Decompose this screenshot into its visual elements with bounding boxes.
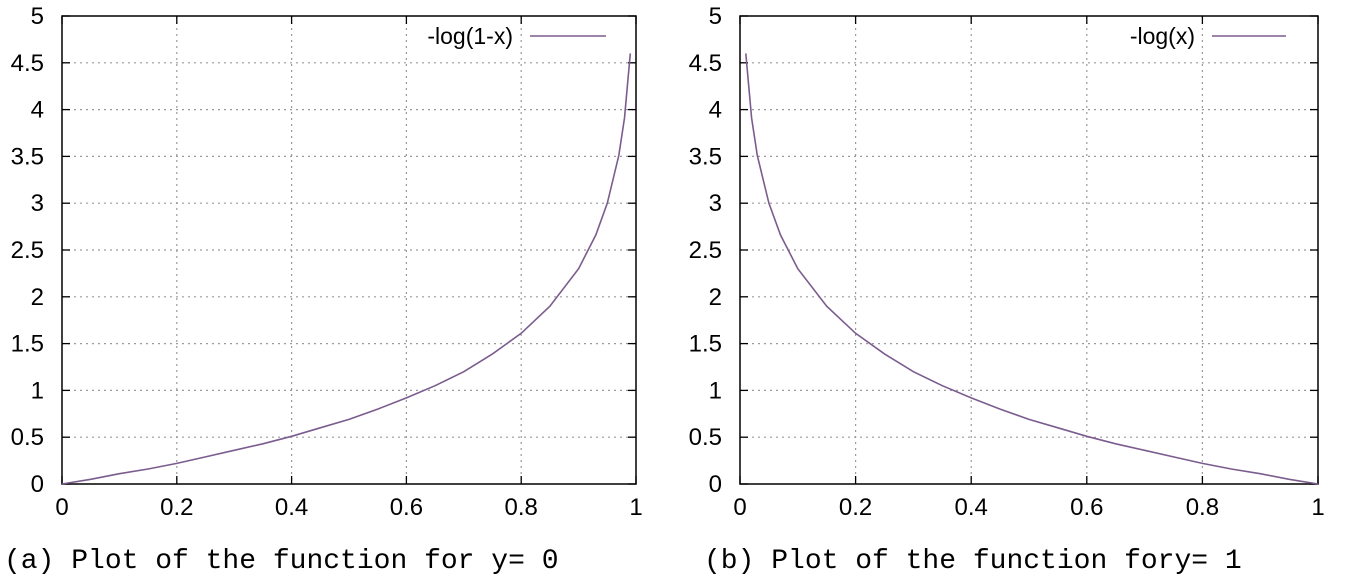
- x-tick-label: 0: [55, 494, 68, 521]
- x-tick-label: 0.8: [505, 494, 538, 521]
- y-tick-label: 0: [31, 471, 44, 498]
- chart-panel-a: 0 0.5 1 1.5 2 2.5 3 3.5 4 4.5 5 0 0.2 0.4 0.6 0.8 1 -log(…: [4, 3, 643, 577]
- y-tick-label: 4.5: [689, 50, 722, 77]
- y-tick-label: 4: [31, 97, 44, 124]
- figure-caption: (a) Plot of the function for y= 0: [4, 546, 559, 577]
- legend-label: -log(x): [1130, 23, 1195, 49]
- y-tick-label: 1.5: [689, 331, 722, 358]
- y-tick-label: 5: [709, 3, 722, 30]
- x-tick-label: 0.4: [955, 494, 988, 521]
- x-tick-label: 0.2: [160, 494, 193, 521]
- y-tick-label: 2: [31, 284, 44, 311]
- y-tick-label: 1: [31, 377, 44, 404]
- x-tick-label: 0.2: [839, 494, 872, 521]
- y-tick-label: 1: [709, 377, 722, 404]
- y-tick-label: 3.5: [689, 143, 722, 170]
- x-tick-label: 0: [733, 494, 746, 521]
- y-tick-label: 0.5: [11, 424, 44, 451]
- y-tick-label: 4: [709, 97, 722, 124]
- series-line: [745, 53, 1319, 485]
- x-tick-label: 0.8: [1186, 494, 1219, 521]
- legend-label: -log(1-x): [427, 23, 513, 49]
- y-tick-label: 4.5: [11, 50, 44, 77]
- x-tick-label: 1: [629, 494, 642, 521]
- series-line: [61, 53, 632, 485]
- chart-panel-b: 0 0.5 1 1.5 2 2.5 3 3.5 4 4.5 5 0 0.2 0.4 0.6 0.8 1 -log(…: [689, 3, 1325, 577]
- y-tick-label: 3.5: [11, 143, 44, 170]
- x-tick-label: 1: [1311, 494, 1324, 521]
- x-tick-label: 0.6: [1070, 494, 1103, 521]
- y-tick-label: 0: [709, 471, 722, 498]
- y-tick-label: 2.5: [689, 237, 722, 264]
- figure-caption: (b) Plot of the function fory= 1: [704, 546, 1242, 577]
- y-tick-label: 1.5: [11, 331, 44, 358]
- y-tick-label: 0.5: [689, 424, 722, 451]
- x-tick-label: 0.6: [390, 494, 423, 521]
- y-tick-label: 3: [709, 190, 722, 217]
- y-tick-label: 3: [31, 190, 44, 217]
- y-tick-label: 5: [31, 3, 44, 30]
- y-tick-label: 2.5: [11, 237, 44, 264]
- y-tick-label: 2: [709, 284, 722, 311]
- x-tick-label: 0.4: [275, 494, 308, 521]
